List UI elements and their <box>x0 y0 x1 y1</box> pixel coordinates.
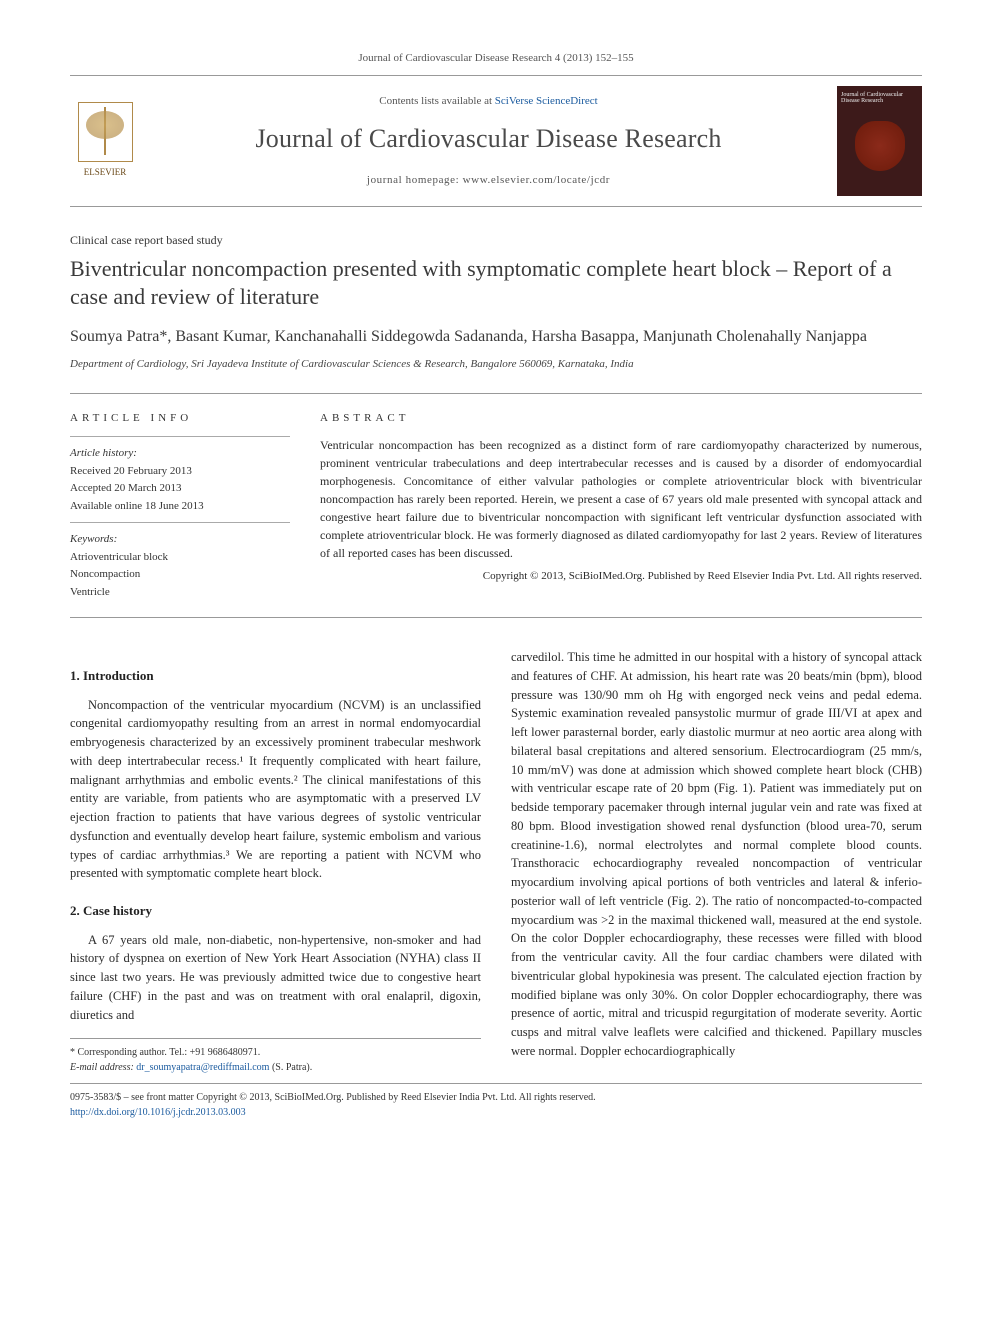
publisher-logo: ELSEVIER <box>70 102 140 180</box>
article-title: Biventricular noncompaction presented wi… <box>70 255 922 312</box>
body-columns: 1. Introduction Noncompaction of the ven… <box>70 648 922 1075</box>
keyword: Ventricle <box>70 584 290 601</box>
keywords-label: Keywords: <box>70 531 290 548</box>
case-paragraph-2: carvedilol. This time he admitted in our… <box>511 648 922 1061</box>
cover-title: Journal of Cardiovascular Disease Resear… <box>841 92 918 105</box>
introduction-paragraph: Noncompaction of the ventricular myocard… <box>70 696 481 884</box>
email-label: E-mail address: <box>70 1062 136 1073</box>
abstract: ABSTRACT Ventricular noncompaction has b… <box>320 410 922 602</box>
journal-cover-thumbnail: Journal of Cardiovascular Disease Resear… <box>837 86 922 196</box>
email-link[interactable]: dr_soumyapatra@rediffmail.com <box>136 1062 269 1073</box>
article-info: ARTICLE INFO Article history: Received 2… <box>70 410 290 602</box>
journal-homepage: journal homepage: www.elsevier.com/locat… <box>156 172 821 189</box>
email-suffix: (S. Patra). <box>269 1062 312 1073</box>
keyword: Atrioventricular block <box>70 549 290 566</box>
homepage-url[interactable]: www.elsevier.com/locate/jcdr <box>463 174 610 186</box>
corresponding-email: E-mail address: dr_soumyapatra@rediffmai… <box>70 1060 481 1075</box>
contents-prefix: Contents lists available at <box>379 95 494 107</box>
corr-tel: +91 9686480971. <box>190 1047 261 1058</box>
corr-label: * Corresponding author. Tel.: <box>70 1047 190 1058</box>
divider <box>70 436 290 437</box>
front-matter-line: 0975-3583/$ – see front matter Copyright… <box>70 1090 922 1105</box>
authors-list: Soumya Patra*, Basant Kumar, Kanchanahal… <box>70 326 922 348</box>
journal-header: ELSEVIER Contents lists available at Sci… <box>70 75 922 207</box>
section-heading-introduction: 1. Introduction <box>70 666 481 686</box>
keyword: Noncompaction <box>70 566 290 583</box>
sciencedirect-link[interactable]: SciVerse ScienceDirect <box>495 95 598 107</box>
section-heading-case: 2. Case history <box>70 901 481 921</box>
journal-name: Journal of Cardiovascular Disease Resear… <box>156 119 821 158</box>
online-date: Available online 18 June 2013 <box>70 498 290 515</box>
history-label: Article history: <box>70 445 290 462</box>
left-column: 1. Introduction Noncompaction of the ven… <box>70 648 481 1075</box>
footnotes: * Corresponding author. Tel.: +91 968648… <box>70 1038 481 1075</box>
elsevier-tree-icon <box>78 102 133 162</box>
info-abstract-block: ARTICLE INFO Article history: Received 2… <box>70 393 922 619</box>
affiliation: Department of Cardiology, Sri Jayadeva I… <box>70 356 922 373</box>
publisher-name: ELSEVIER <box>84 166 127 180</box>
doi-link[interactable]: http://dx.doi.org/10.1016/j.jcdr.2013.03… <box>70 1107 246 1118</box>
case-paragraph-1: A 67 years old male, non-diabetic, non-h… <box>70 931 481 1025</box>
corresponding-author: * Corresponding author. Tel.: +91 968648… <box>70 1045 481 1060</box>
article-info-heading: ARTICLE INFO <box>70 410 290 427</box>
abstract-copyright: Copyright © 2013, SciBioIMed.Org. Publis… <box>320 568 922 585</box>
header-center: Contents lists available at SciVerse Sci… <box>156 93 821 189</box>
divider <box>70 522 290 523</box>
document-type: Clinical case report based study <box>70 231 922 249</box>
homepage-prefix: journal homepage: <box>367 174 463 186</box>
right-column: carvedilol. This time he admitted in our… <box>511 648 922 1075</box>
contents-available: Contents lists available at SciVerse Sci… <box>156 93 821 110</box>
abstract-heading: ABSTRACT <box>320 410 922 427</box>
bottom-matter: 0975-3583/$ – see front matter Copyright… <box>70 1083 922 1120</box>
journal-reference: Journal of Cardiovascular Disease Resear… <box>70 50 922 67</box>
received-date: Received 20 February 2013 <box>70 463 290 480</box>
accepted-date: Accepted 20 March 2013 <box>70 480 290 497</box>
abstract-text: Ventricular noncompaction has been recog… <box>320 436 922 562</box>
cover-heart-icon <box>855 121 905 171</box>
